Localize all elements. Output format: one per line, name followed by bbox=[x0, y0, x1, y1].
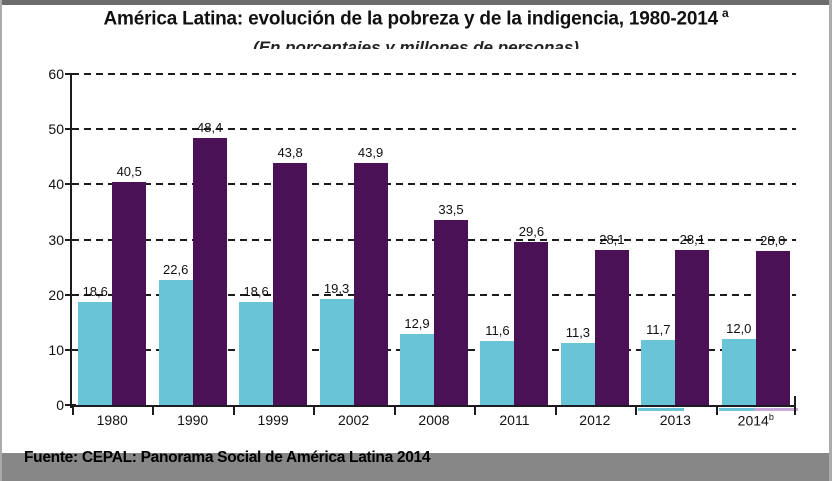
bar-indigencia-2011 bbox=[480, 341, 515, 405]
x-axis-labels: 1980 1990 1999 2002 2008 2011 2012 2013 2014b bbox=[72, 412, 796, 432]
bar-value-pobreza-1990: 48,4 bbox=[197, 120, 223, 135]
bar-indigencia-2002 bbox=[319, 298, 354, 405]
chart-title-text: América Latina: evolución de la pobreza … bbox=[103, 8, 719, 30]
x-tick-mark-1 bbox=[152, 407, 155, 415]
bar-pobreza-2002 bbox=[353, 162, 388, 405]
x-tick-mark-3 bbox=[313, 407, 316, 415]
bar-value-pobreza-1980: 40,5 bbox=[116, 163, 142, 179]
y-tick-mark-30 bbox=[65, 238, 76, 241]
x-tick-mark-9 bbox=[794, 407, 796, 415]
underline-artifact-cyan-2014 bbox=[718, 408, 765, 411]
bar-pobreza-2013 bbox=[675, 249, 710, 405]
bar-pobreza-1980 bbox=[112, 181, 147, 405]
y-tick-label-30: 30 bbox=[48, 231, 64, 248]
bar-indigencia-1999 bbox=[239, 302, 274, 405]
y-tick-mark-40 bbox=[65, 183, 76, 186]
bar-value-pobreza-2013: 28,1 bbox=[679, 231, 705, 247]
x-tick-mark-5 bbox=[474, 407, 477, 415]
source-citation: Fuente: CEPAL: Panorama Social de Améric… bbox=[24, 449, 431, 466]
x-axis-line bbox=[70, 405, 796, 407]
bar-value-indigencia-2014: 12,0 bbox=[726, 320, 752, 336]
y-tick-mark-50 bbox=[65, 128, 76, 131]
bar-indigencia-1990 bbox=[158, 280, 193, 405]
bar-value-indigencia-2012: 11,3 bbox=[565, 324, 591, 340]
bar-value-pobreza-2002: 43,9 bbox=[357, 144, 384, 160]
bar-value-indigencia-1999: 18,6 bbox=[243, 284, 269, 300]
underline-artifact-cyan-2013 bbox=[638, 408, 685, 411]
y-tick-mark-20 bbox=[65, 293, 76, 296]
y-tick-label-0: 0 bbox=[56, 397, 64, 413]
x-axis-end-tick bbox=[794, 396, 796, 405]
top-gray-band bbox=[0, 0, 832, 5]
bar-value-pobreza-2012: 28,1 bbox=[599, 231, 625, 247]
bottom-gray-band bbox=[0, 453, 832, 481]
y-tick-label-40: 40 bbox=[48, 176, 64, 193]
x-axis-label-1999: 1999 bbox=[257, 412, 289, 428]
bar-value-pobreza-2014: 28,0 bbox=[760, 232, 786, 248]
x-axis-label-2002: 2002 bbox=[337, 412, 370, 428]
bar-indigencia-2014 bbox=[721, 338, 756, 405]
chart-subtitle-text: (En porcentajes y millones de personas) bbox=[253, 38, 579, 49]
x-axis-label-1990: 1990 bbox=[177, 412, 209, 428]
y-axis-line bbox=[70, 74, 72, 408]
chart-title: América Latina: evolución de la pobreza … bbox=[0, 6, 832, 30]
bar-value-indigencia-2008: 12,9 bbox=[404, 315, 430, 331]
bar-value-pobreza-1999: 43,8 bbox=[277, 145, 303, 161]
bar-value-indigencia-1990: 22,6 bbox=[163, 262, 189, 278]
y-tick-label-10: 10 bbox=[48, 341, 64, 358]
bar-value-indigencia-2002: 19,3 bbox=[323, 280, 350, 296]
bar-indigencia-2013 bbox=[641, 340, 676, 405]
y-tick-labels: 0 10 20 30 40 50 60 bbox=[30, 66, 64, 413]
bar-pobreza-2011 bbox=[514, 241, 549, 405]
bar-pobreza-1990 bbox=[192, 138, 227, 405]
x-tick-mark-2 bbox=[232, 407, 235, 415]
x-axis-label-2011: 2011 bbox=[499, 412, 530, 428]
bar-pobreza-2012 bbox=[594, 249, 629, 405]
gridline-40 bbox=[72, 183, 796, 186]
bar-pobreza-2014 bbox=[755, 250, 790, 405]
x-axis-label-2008: 2008 bbox=[418, 412, 450, 428]
bar-indigencia-2012 bbox=[560, 342, 595, 405]
x-tick-mark-6 bbox=[554, 407, 557, 415]
x-axis-label-2014: 2014b bbox=[737, 412, 774, 429]
bar-value-pobreza-2011: 29,6 bbox=[518, 223, 545, 239]
x-tick-mark-7 bbox=[635, 407, 638, 415]
x-axis-label-2013: 2013 bbox=[659, 412, 691, 428]
x-axis-label-superscript-2014: b bbox=[768, 412, 774, 422]
bar-value-pobreza-2008: 33,5 bbox=[438, 202, 464, 218]
bar-indigencia-2008 bbox=[400, 333, 434, 405]
plot-area: 18,6 40,5 22,6 48,4 18,6 43,8 19,3 43,9 12,9 33,5… bbox=[65, 73, 798, 415]
x-axis-label-2012: 2012 bbox=[579, 412, 611, 428]
gridline-60 bbox=[72, 73, 796, 75]
bar-value-indigencia-2013: 11,7 bbox=[646, 322, 671, 338]
chart-subtitle-clipped: (En porcentajes y millones de personas) bbox=[0, 36, 832, 49]
y-tick-label-50: 50 bbox=[48, 121, 64, 138]
bar-value-indigencia-2011: 11,6 bbox=[485, 323, 510, 339]
x-axis-label-1980: 1980 bbox=[96, 412, 128, 428]
bar-pobreza-2008 bbox=[434, 220, 468, 405]
x-tick-mark-4 bbox=[393, 407, 396, 415]
gridline-50 bbox=[72, 128, 796, 131]
x-tick-mark-8 bbox=[715, 407, 718, 415]
bar-indigencia-1980 bbox=[78, 302, 113, 405]
y-tick-mark-60 bbox=[65, 73, 76, 75]
bar-pobreza-1999 bbox=[273, 163, 308, 405]
right-gray-border bbox=[829, 0, 832, 481]
y-tick-label-60: 60 bbox=[48, 66, 64, 82]
y-tick-label-20: 20 bbox=[48, 286, 64, 303]
y-tick-mark-0 bbox=[65, 404, 76, 406]
left-gray-border bbox=[0, 0, 2, 481]
y-tick-mark-10 bbox=[65, 348, 76, 351]
x-tick-mark-0 bbox=[72, 407, 74, 415]
bar-value-indigencia-1980: 18,6 bbox=[82, 284, 108, 300]
chart-title-superscript: a bbox=[722, 6, 729, 20]
underline-artifact-lavender-2014 bbox=[753, 408, 798, 411]
